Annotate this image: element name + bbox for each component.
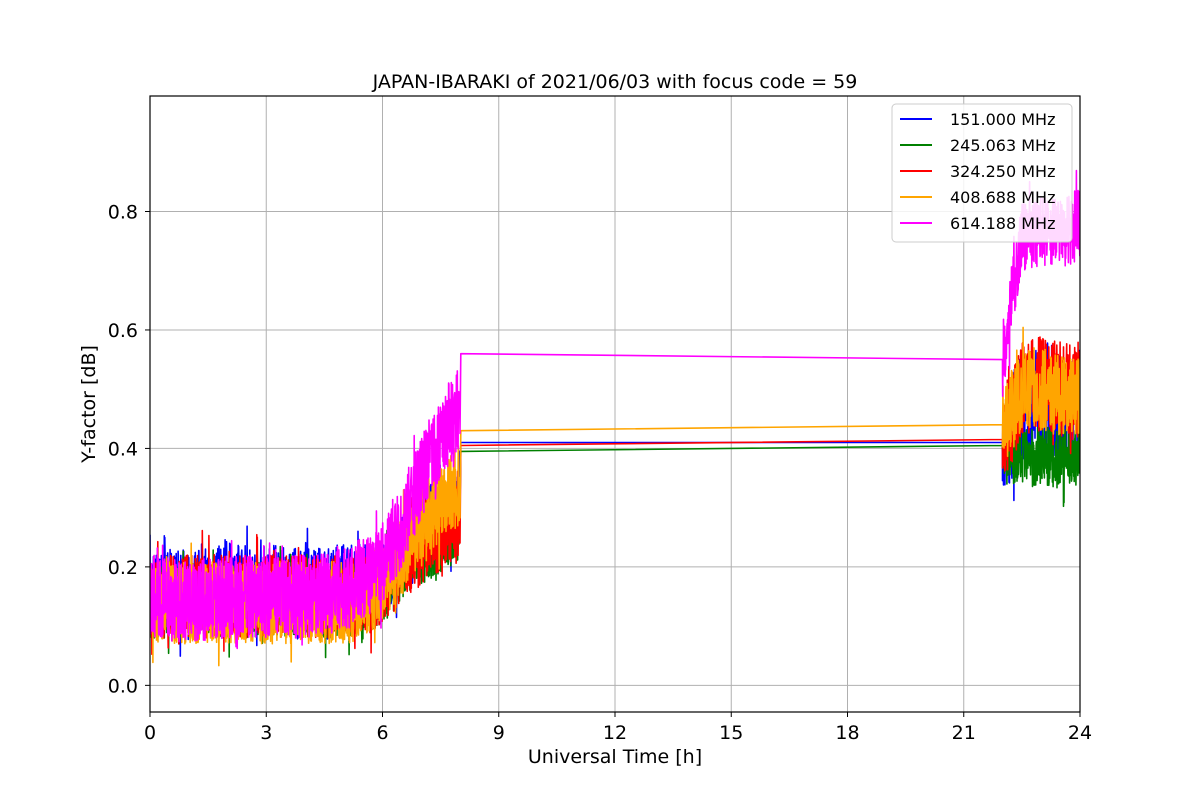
x-tick-label: 12 bbox=[603, 722, 627, 744]
legend-box bbox=[891, 103, 1073, 243]
x-axis-label: Universal Time [h] bbox=[528, 746, 702, 768]
x-tick-label: 18 bbox=[835, 722, 859, 744]
y-tick-label: 0.2 bbox=[108, 557, 138, 579]
series-layer bbox=[150, 169, 1080, 667]
legend-label: 614.188 MHz bbox=[950, 214, 1055, 233]
legend-label: 151.000 MHz bbox=[950, 110, 1055, 129]
x-tick-label: 9 bbox=[493, 722, 505, 744]
y-tick-label: 0.0 bbox=[108, 675, 138, 697]
x-tick-label: 24 bbox=[1068, 722, 1092, 744]
x-tick-label: 3 bbox=[260, 722, 272, 744]
ticks: 0 3 6 9 12 15 18 21 24 0.0 0.2 0.4 0.6 0.8 bbox=[108, 202, 1092, 745]
y-tick-label: 0.4 bbox=[108, 438, 138, 460]
x-tick-label: 6 bbox=[376, 722, 388, 744]
legend-label: 408.688 MHz bbox=[950, 188, 1055, 207]
x-tick-label: 0 bbox=[144, 722, 156, 744]
x-tick-label: 21 bbox=[952, 722, 976, 744]
y-tick-label: 0.6 bbox=[108, 320, 138, 342]
y-axis-label: Y-factor [dB] bbox=[78, 345, 100, 464]
y-tick-label: 0.8 bbox=[108, 202, 138, 224]
legend: 151.000 MHz 245.063 MHz 324.250 MHz 408.688… bbox=[891, 103, 1073, 243]
x-tick-label: 15 bbox=[719, 722, 743, 744]
legend-label: 324.250 MHz bbox=[950, 162, 1055, 181]
chart-title: JAPAN-IBARAKI of 2021/06/03 with focus c… bbox=[372, 71, 858, 93]
legend-label: 245.063 MHz bbox=[950, 136, 1055, 155]
series-line-4 bbox=[150, 169, 1080, 650]
